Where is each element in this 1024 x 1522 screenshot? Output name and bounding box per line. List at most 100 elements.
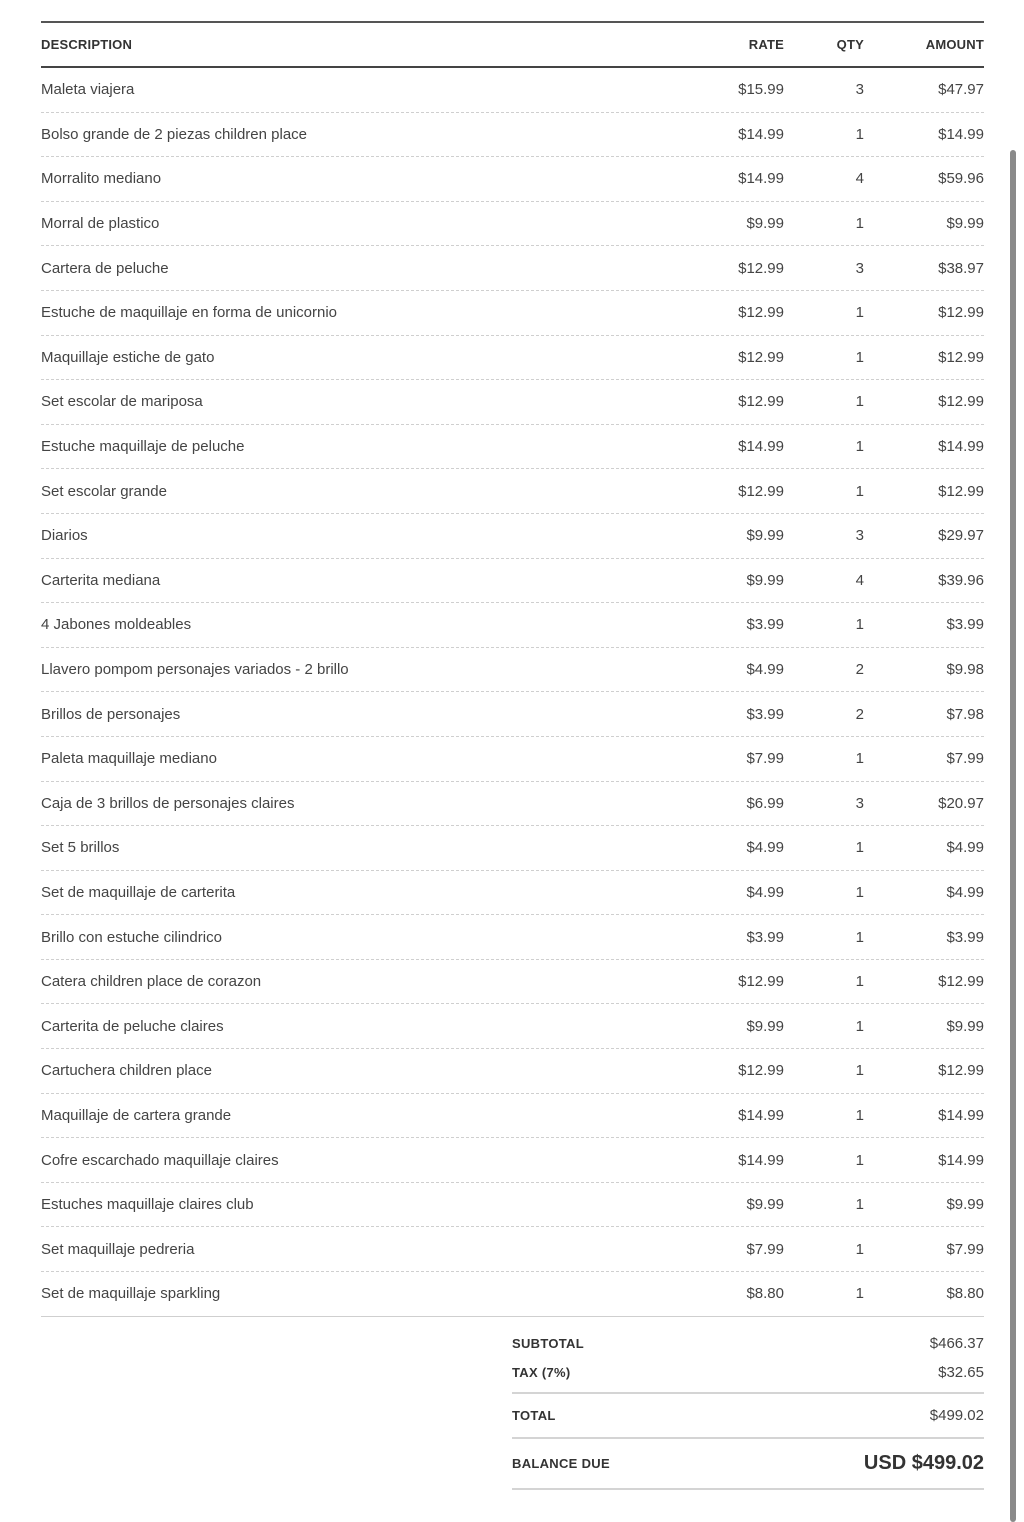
item-qty: 1 — [855, 1196, 864, 1214]
item-description: Set maquillaje pedreria — [41, 1240, 195, 1258]
item-amount: $14.99 — [938, 1151, 984, 1169]
item-qty: 1 — [855, 839, 864, 857]
item-amount: $7.99 — [946, 750, 984, 768]
item-qty: 3 — [855, 81, 864, 99]
item-amount: $39.96 — [938, 571, 984, 589]
table-row: Brillo con estuche cilindrico $3.99 1 $3.99 — [41, 915, 984, 960]
subtotal-row: SUBTOTAL $466.37 — [512, 1326, 984, 1360]
table-row: Caja de 3 brillos de personajes claires $… — [41, 782, 984, 827]
item-amount: $9.98 — [946, 661, 984, 679]
subtotal-value: $466.37 — [929, 1334, 984, 1352]
table-row: Llavero pompom personajes variados - 2 b… — [41, 648, 984, 693]
item-description: Bolso grande de 2 piezas children place — [41, 125, 308, 143]
item-amount: $20.97 — [938, 794, 984, 812]
item-rate: $12.99 — [738, 482, 784, 500]
item-qty: 1 — [855, 750, 864, 768]
item-qty: 1 — [855, 616, 864, 634]
item-qty: 1 — [855, 482, 864, 500]
item-rate: $12.99 — [738, 973, 784, 991]
item-description: Brillo con estuche cilindrico — [41, 928, 222, 946]
item-rate: $14.99 — [738, 438, 784, 456]
balance-due-label: BALANCE DUE — [512, 1456, 610, 1471]
item-description: Maleta viajera — [41, 81, 135, 99]
item-rate: $14.99 — [738, 170, 784, 188]
item-qty: 1 — [855, 1285, 864, 1303]
item-description: Brillos de personajes — [41, 705, 181, 723]
balance-due-row: BALANCE DUE USD $499.02 — [512, 1439, 984, 1488]
table-row: Cartuchera children place $12.99 1 $12.99 — [41, 1049, 984, 1094]
item-rate: $14.99 — [738, 125, 784, 143]
item-description: Set 5 brillos — [41, 839, 120, 857]
item-rate: $14.99 — [738, 1151, 784, 1169]
table-row: Carterita de peluche claires $9.99 1 $9.99 — [41, 1004, 984, 1050]
item-description: Cofre escarchado maquillaje claires — [41, 1151, 279, 1169]
item-qty: 3 — [855, 794, 864, 812]
item-rate: $9.99 — [746, 527, 784, 545]
item-amount: $12.99 — [938, 482, 984, 500]
item-qty: 1 — [855, 215, 864, 233]
table-row: Estuche maquillaje de peluche $14.99 1 $14.… — [41, 425, 984, 470]
table-row: Bolso grande de 2 piezas children place $… — [41, 113, 984, 158]
subtotal-label: SUBTOTAL — [512, 1335, 584, 1351]
item-amount: $8.80 — [946, 1285, 984, 1303]
item-amount: $9.99 — [946, 1017, 984, 1035]
table-row: Maquillaje de cartera grande $14.99 1 $14.9… — [41, 1094, 984, 1139]
item-description: Cartuchera children place — [41, 1062, 212, 1080]
item-amount: $59.96 — [938, 170, 984, 188]
item-rate: $6.99 — [746, 794, 784, 812]
item-amount: $38.97 — [938, 259, 984, 277]
item-amount: $7.99 — [946, 1240, 984, 1258]
item-rate: $15.99 — [738, 81, 784, 99]
item-rate: $9.99 — [746, 1196, 784, 1214]
item-description: 4 Jabones moldeables — [41, 616, 192, 634]
column-amount: AMOUNT — [925, 37, 984, 52]
item-description: Set de maquillaje sparkling — [41, 1285, 221, 1303]
item-rate: $8.80 — [746, 1285, 784, 1303]
line-items-table: DESCRIPTION RATE QTY AMOUNT Maleta viaje… — [41, 21, 984, 1317]
item-amount: $3.99 — [946, 928, 984, 946]
item-qty: 1 — [855, 928, 864, 946]
item-qty: 1 — [855, 393, 864, 411]
table-row: Estuches maquillaje claires club $9.99 1 $9… — [41, 1183, 984, 1228]
item-description: Morralito mediano — [41, 170, 162, 188]
table-row: Set maquillaje pedreria $7.99 1 $7.99 — [41, 1227, 984, 1273]
tax-label: TAX (7%) — [512, 1364, 571, 1380]
item-qty: 1 — [855, 883, 864, 901]
table-row: Diarios $9.99 3 $29.97 — [41, 514, 984, 559]
item-qty: 4 — [855, 170, 864, 188]
divider — [512, 1437, 984, 1439]
item-qty: 2 — [855, 705, 864, 723]
item-amount: $4.99 — [946, 839, 984, 857]
table-row: Set escolar de mariposa $12.99 1 $12.99 — [41, 380, 984, 425]
scrollbar[interactable] — [1010, 150, 1016, 1522]
table-row: Set 5 brillos $4.99 1 $4.99 — [41, 826, 984, 871]
item-amount: $14.99 — [938, 438, 984, 456]
item-rate: $7.99 — [746, 750, 784, 768]
table-row: Catera children place de corazon $12.99 1 $… — [41, 960, 984, 1005]
item-qty: 1 — [855, 1151, 864, 1169]
item-description: Llavero pompom personajes variados - 2 b… — [41, 661, 349, 679]
item-rate: $12.99 — [738, 348, 784, 366]
item-rate: $12.99 — [738, 304, 784, 322]
item-rate: $4.99 — [746, 839, 784, 857]
item-amount: $12.99 — [938, 1062, 984, 1080]
item-amount: $4.99 — [946, 883, 984, 901]
item-description: Carterita mediana — [41, 571, 161, 589]
item-description: Paleta maquillaje mediano — [41, 750, 217, 768]
item-amount: $12.99 — [938, 973, 984, 991]
total-label: TOTAL — [512, 1408, 556, 1423]
table-row: 4 Jabones moldeables $3.99 1 $3.99 — [41, 603, 984, 648]
table-row: Carterita mediana $9.99 4 $39.96 — [41, 559, 984, 604]
item-amount: $9.99 — [946, 1196, 984, 1214]
item-rate: $4.99 — [746, 883, 784, 901]
item-description: Set de maquillaje de carterita — [41, 883, 236, 901]
item-qty: 1 — [855, 348, 864, 366]
item-description: Catera children place de corazon — [41, 973, 262, 991]
item-rate: $9.99 — [746, 571, 784, 589]
table-row: Cofre escarchado maquillaje claires $14.9… — [41, 1138, 984, 1183]
item-rate: $12.99 — [738, 1062, 784, 1080]
item-description: Maquillaje de cartera grande — [41, 1106, 232, 1124]
item-rate: $3.99 — [746, 928, 784, 946]
divider — [512, 1488, 984, 1490]
table-row: Morral de plastico $9.99 1 $9.99 — [41, 202, 984, 247]
